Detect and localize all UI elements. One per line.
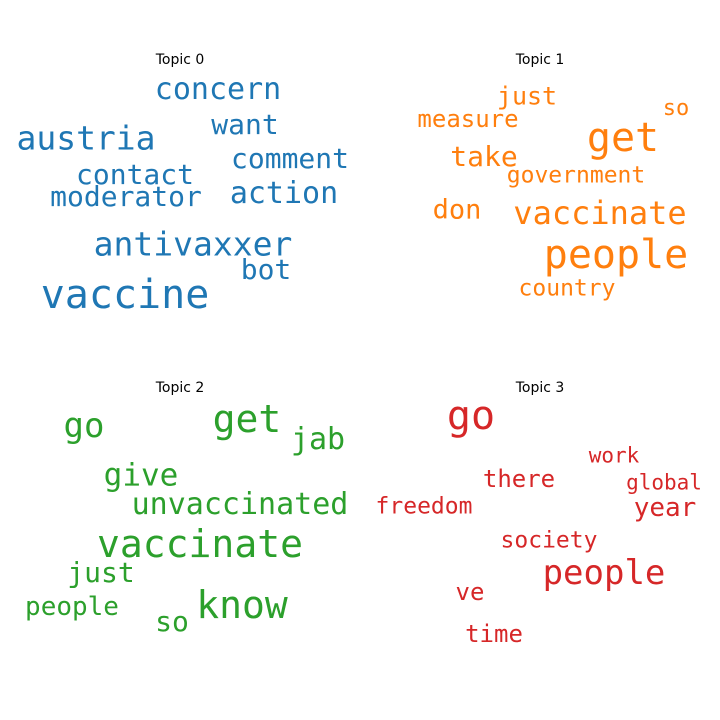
topic-0-word-contact: contact <box>75 158 195 191</box>
topic-3-word-go: go <box>446 393 496 439</box>
topic-2-panel: Topic 2 vaccinate get know unvaccinated go gi… <box>0 380 360 710</box>
topic-1-word-people: people <box>543 232 689 278</box>
topic-2-word-vaccinate: vaccinate <box>97 522 303 566</box>
topic-3-word-freedom: freedom <box>375 493 473 520</box>
topic-0-word-vaccine: vaccine <box>40 272 210 318</box>
topic-1-word-don: don <box>432 194 482 226</box>
topic-2-word-just: just <box>67 556 135 589</box>
topic-3-word-time: time <box>465 620 523 648</box>
topic-2-word-unvaccinated: unvaccinated <box>131 487 349 522</box>
topic-1-word-country: country <box>518 275 616 302</box>
topic-3-word-global: global <box>626 470 702 495</box>
topic-1-word-get: get <box>586 115 660 161</box>
topic-3-title: Topic 3 <box>515 380 565 396</box>
topic-1-word-government: government <box>506 162 646 189</box>
topic-1-word-take: take <box>450 140 518 173</box>
topic-1-word-so: so <box>662 96 690 121</box>
topic-3-word-ve: ve <box>455 578 485 606</box>
topic-1-word-just: just <box>496 81 558 111</box>
topic-0-panel: Topic 0 vaccine antivaxxer austria concern a… <box>0 52 360 382</box>
topic-3-word-there: there <box>482 465 556 493</box>
topic-0-word-antivaxxer: antivaxxer <box>93 224 293 264</box>
topic-3-word-society: society <box>500 527 598 554</box>
topic-0-word-moderator: moderator <box>50 180 202 213</box>
topic-3-word-year: year <box>633 493 697 523</box>
topic-3-word-people: people <box>542 553 666 593</box>
topic-0-word-austria: austria <box>16 118 156 158</box>
topic-2-word-so: so <box>155 605 189 638</box>
topic-0-word-action: action <box>229 176 339 211</box>
topic-0-title: Topic 0 <box>155 52 205 68</box>
topic-0-word-bot: bot <box>240 253 292 286</box>
topic-1-title: Topic 1 <box>515 52 565 68</box>
topic-1-word-vaccinate: vaccinate <box>513 194 687 232</box>
topic-2-word-jab: jab <box>290 422 346 457</box>
topic-1-word-measure: measure <box>417 105 519 133</box>
topic-2-word-give: give <box>103 457 179 494</box>
topic-2-word-go: go <box>63 406 105 446</box>
topic-2-word-get: get <box>212 397 282 441</box>
topic-1-panel: Topic 1 people get vaccinate take don just mea… <box>360 52 720 382</box>
topic-2-title: Topic 2 <box>155 380 205 396</box>
topic-3-panel: Topic 3 go people year there freedom society v… <box>360 380 720 710</box>
topic-0-word-comment: comment <box>230 142 350 175</box>
topic-0-word-concern: concern <box>154 72 282 107</box>
topic-2-word-know: know <box>196 583 288 627</box>
topic-3-word-work: work <box>588 443 640 468</box>
topic-2-word-people: people <box>25 592 119 622</box>
topic-0-word-want: want <box>211 108 279 141</box>
